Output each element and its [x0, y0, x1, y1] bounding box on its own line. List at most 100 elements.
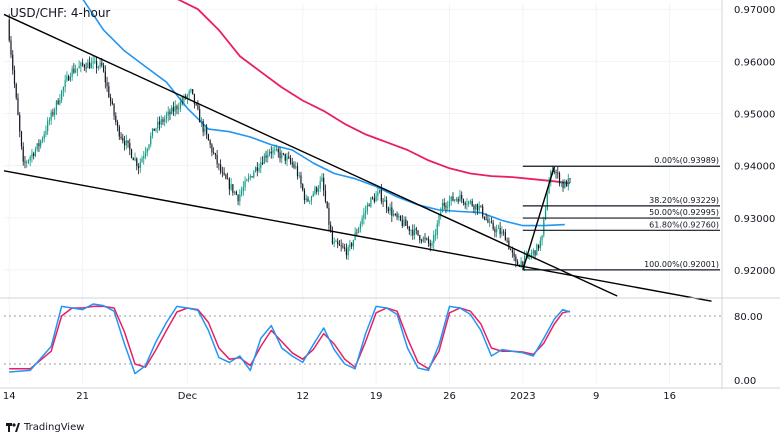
candle: [469, 199, 472, 205]
candle: [263, 152, 265, 165]
time-tick-label: 12: [296, 391, 309, 402]
candle-body: [471, 201, 473, 206]
candle-body: [237, 194, 239, 202]
candle: [199, 105, 201, 123]
candle-body: [506, 240, 508, 242]
candle: [530, 249, 533, 260]
candle-body: [310, 196, 313, 201]
candle: [333, 237, 335, 248]
candle-body: [365, 210, 367, 214]
candle: [323, 173, 325, 197]
candle: [300, 171, 302, 189]
candle: [45, 125, 47, 138]
candle-body: [167, 111, 169, 116]
candle: [83, 63, 85, 71]
candle: [378, 189, 381, 194]
candle: [36, 142, 38, 152]
time-axis[interactable]: 14 21 Dec 12 19 26 2023 9 16: [3, 391, 676, 402]
candle-body: [150, 135, 152, 145]
candle-body: [527, 255, 529, 257]
candle: [218, 163, 220, 171]
candle-body: [181, 101, 183, 103]
candle: [305, 194, 307, 203]
candle-body: [565, 181, 568, 187]
candle: [139, 158, 141, 173]
candle-body: [553, 171, 555, 173]
candle-body: [92, 61, 94, 64]
candle: [420, 238, 423, 244]
candle: [125, 134, 127, 150]
candle-body: [36, 143, 38, 150]
candle-body: [419, 235, 421, 241]
candle: [387, 206, 389, 214]
candle-body: [148, 144, 150, 149]
candle-body: [118, 126, 120, 137]
candle-body: [253, 172, 255, 178]
candle: [508, 237, 510, 250]
candle: [560, 181, 562, 188]
candle: [178, 102, 180, 115]
candle-body: [153, 128, 155, 131]
fibonacci-retracement[interactable]: 0.00%(0.93989) 38.20%(0.93229) 50.00%(0.92…: [522, 156, 720, 271]
candle-body: [510, 248, 512, 251]
candle: [244, 176, 246, 191]
candle-body: [455, 199, 458, 200]
candle-body: [38, 143, 40, 147]
candle-body: [155, 128, 157, 131]
candle: [82, 58, 84, 67]
tradingview-watermark[interactable]: TradingView: [6, 422, 84, 433]
candle: [130, 148, 133, 159]
sma-fast-path: [82, 0, 565, 227]
candle-body: [22, 146, 24, 162]
candle-body: [426, 238, 428, 240]
candle-body: [464, 202, 466, 205]
candle-body: [468, 201, 470, 205]
candle: [200, 117, 203, 128]
candle: [471, 198, 473, 207]
candle: [270, 146, 272, 159]
candle: [496, 224, 498, 238]
candle-body: [199, 109, 201, 123]
candle-body: [424, 237, 426, 239]
candle-body: [450, 196, 452, 201]
candle-body: [447, 206, 449, 208]
candle: [370, 196, 372, 208]
candle-body: [195, 104, 197, 105]
candle-body: [330, 224, 332, 232]
candle-body: [321, 177, 323, 182]
candle: [254, 166, 257, 173]
candle: [89, 56, 91, 70]
candle: [457, 196, 459, 205]
candle: [536, 243, 538, 256]
candle-body: [256, 167, 258, 171]
candle: [73, 63, 75, 74]
candle-body: [366, 204, 368, 211]
candle-body: [120, 136, 122, 139]
candle-body: [41, 138, 44, 141]
candle-body: [174, 106, 176, 112]
candle: [144, 146, 147, 160]
candle: [97, 65, 99, 71]
candle: [256, 161, 258, 177]
candle-body: [431, 243, 433, 246]
candle: [342, 242, 344, 249]
stochastic-axis[interactable]: 80.00 0.00: [734, 312, 763, 387]
candle: [171, 105, 173, 115]
candle-body: [403, 219, 405, 226]
fib-level-label: 0.00%(0.93989): [654, 156, 719, 165]
candle: [118, 124, 120, 141]
candle: [261, 156, 264, 166]
price-axis[interactable]: 0.97000 0.96000 0.95000 0.94000 0.93000 0.920…: [734, 5, 775, 277]
candle: [438, 213, 440, 227]
candle: [85, 62, 87, 73]
candle: [417, 230, 419, 236]
candle-body: [401, 220, 403, 226]
candle-body: [482, 206, 484, 217]
candle-body: [457, 199, 459, 202]
candle: [537, 244, 540, 252]
candle-body: [323, 177, 325, 191]
candle: [562, 179, 564, 192]
candle: [310, 195, 313, 205]
candle-body: [239, 194, 241, 202]
